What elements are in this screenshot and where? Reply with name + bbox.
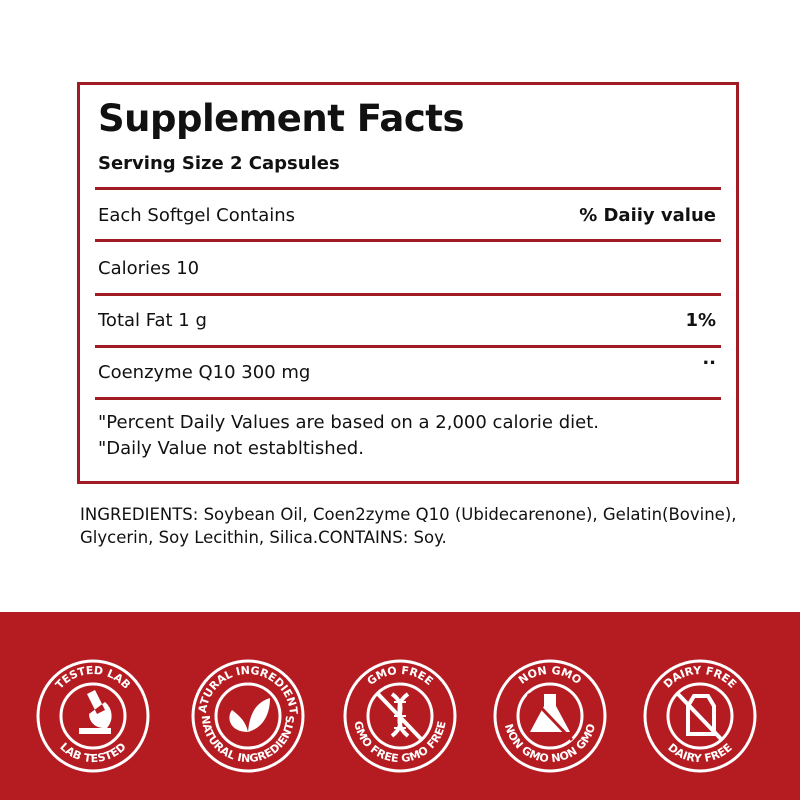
row-value: .. xyxy=(702,348,716,369)
header-right: % Daiiy value xyxy=(579,205,716,226)
milk-carton-icon xyxy=(676,692,724,742)
badge: GMO FREE GMO FREE GMO FREE xyxy=(342,658,458,774)
page-title: Supplement Facts xyxy=(98,97,465,140)
badge: NATURAL INGREDIENTS NATURAL INGREDIENTS xyxy=(185,648,306,774)
divider xyxy=(95,397,721,400)
footnote: "Percent Daily Values are based on a 2,0… xyxy=(98,412,599,433)
table-header: Each Softgel Contains % Daiiy value xyxy=(98,205,716,226)
table-row: Coenzyme Q10 300 mg .. xyxy=(98,348,716,383)
footnote: "Daily Value not establtished. xyxy=(98,438,364,459)
badge-band: TESTED LAB LAB TESTED NATURAL INGREDIENT… xyxy=(0,612,800,800)
row-label: Coenzyme Q10 300 mg xyxy=(98,362,311,383)
row-label: Total Fat 1 g xyxy=(98,310,207,331)
divider xyxy=(95,239,721,242)
svg-text:DAIRY FREE: DAIRY FREE xyxy=(665,741,734,765)
badge-top-text: NATURAL INGREDIENTS xyxy=(185,648,300,716)
header-left: Each Softgel Contains xyxy=(98,205,296,226)
svg-text:NATURAL INGREDIENTS: NATURAL INGREDIENTS xyxy=(190,658,300,716)
microscope-icon xyxy=(79,690,112,734)
table-row: Total Fat 1 g 1% xyxy=(98,310,716,331)
dna-icon xyxy=(376,692,424,742)
badge: TESTED LAB LAB TESTED xyxy=(35,658,151,774)
row-value: 1% xyxy=(685,310,716,331)
divider xyxy=(95,345,721,348)
svg-text:LAB TESTED: LAB TESTED xyxy=(57,740,128,765)
flask-icon xyxy=(526,692,574,742)
badge: DAIRY FREE DAIRY FREE xyxy=(642,658,758,774)
row-label: Calories 10 xyxy=(98,258,200,279)
divider xyxy=(95,187,721,190)
ingredients-text: INGREDIENTS: Soybean Oil, Coen2zyme Q10 … xyxy=(80,505,737,547)
badge: NON GMO NON GMO NON GMO xyxy=(492,658,608,774)
badge-bottom-text: LAB TESTED xyxy=(57,740,128,765)
badge-bottom-text: DAIRY FREE xyxy=(665,741,734,765)
serving-size: Serving Size 2 Capsules xyxy=(98,153,340,174)
leaf-icon xyxy=(229,698,270,732)
table-row: Calories 10 xyxy=(98,258,716,279)
divider xyxy=(95,293,721,296)
supplement-facts-panel: Supplement Facts Serving Size 2 Capsules… xyxy=(77,82,739,484)
